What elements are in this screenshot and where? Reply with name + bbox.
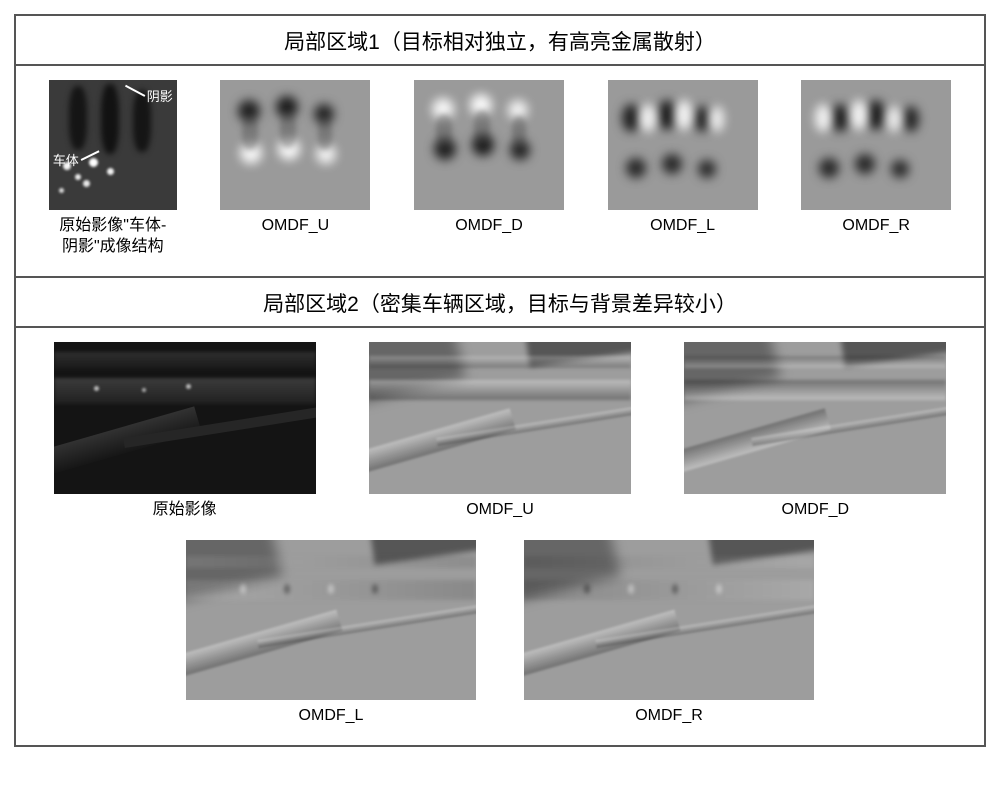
annot-body-text: 车体 bbox=[53, 150, 79, 169]
region1-proc-r-thumb bbox=[801, 80, 951, 210]
region2-panel: 原始影像 OMDF_U bbox=[16, 328, 984, 746]
region1-proc-l: OMDF_L bbox=[608, 80, 758, 237]
region2-proc-d: OMDF_D bbox=[684, 342, 946, 521]
region1-raw-item: 阴影 车体 原始影像"车体- 阴影"成像结构 bbox=[49, 80, 177, 258]
region1-title: 局部区域1（目标相对独立，有高亮金属散射） bbox=[16, 16, 984, 66]
region2-raw-label: 原始影像 bbox=[153, 500, 217, 521]
region1-panel: 阴影 车体 原始影像"车体- 阴影"成像结构 bbox=[16, 66, 984, 278]
region2-proc-l: OMDF_L bbox=[186, 540, 476, 727]
region1-proc-d-label: OMDF_D bbox=[455, 216, 523, 237]
region2-proc-l-label: OMDF_L bbox=[299, 706, 364, 727]
region2-proc-r-label: OMDF_R bbox=[635, 706, 703, 727]
region2-raw-item: 原始影像 bbox=[54, 342, 316, 521]
region1-proc-r: OMDF_R bbox=[801, 80, 951, 237]
region2-proc-l-thumb bbox=[186, 540, 476, 700]
region1-row: 阴影 车体 原始影像"车体- 阴影"成像结构 bbox=[32, 80, 968, 258]
region1-proc-d: OMDF_D bbox=[414, 80, 564, 237]
region2-raw-thumb bbox=[54, 342, 316, 494]
region1-proc-u: OMDF_U bbox=[220, 80, 370, 237]
region2-proc-r-thumb bbox=[524, 540, 814, 700]
annot-shadow: 阴影 bbox=[123, 86, 173, 105]
region2-proc-u: OMDF_U bbox=[369, 342, 631, 521]
region1-raw-thumb: 阴影 车体 bbox=[49, 80, 177, 210]
region2-row-bottom: OMDF_L OMDF_R bbox=[32, 540, 968, 727]
region2-title: 局部区域2（密集车辆区域，目标与背景差异较小） bbox=[16, 278, 984, 328]
region1-proc-u-thumb bbox=[220, 80, 370, 210]
region1-raw-caption: 原始影像"车体- 阴影"成像结构 bbox=[59, 216, 166, 258]
region1-proc-l-label: OMDF_L bbox=[650, 216, 715, 237]
region1-proc-l-thumb bbox=[608, 80, 758, 210]
annot-shadow-text: 阴影 bbox=[147, 86, 173, 105]
region1-proc-d-thumb bbox=[414, 80, 564, 210]
figure-container: 局部区域1（目标相对独立，有高亮金属散射） bbox=[14, 14, 986, 747]
region2-proc-r: OMDF_R bbox=[524, 540, 814, 727]
region2-proc-u-label: OMDF_U bbox=[466, 500, 534, 521]
region2-row-top: 原始影像 OMDF_U bbox=[32, 342, 968, 521]
region2-proc-u-thumb bbox=[369, 342, 631, 494]
region1-proc-u-label: OMDF_U bbox=[262, 216, 330, 237]
region1-proc-r-label: OMDF_R bbox=[842, 216, 910, 237]
annot-body: 车体 bbox=[53, 150, 101, 169]
region2-proc-d-thumb bbox=[684, 342, 946, 494]
region2-proc-d-label: OMDF_D bbox=[782, 500, 850, 521]
